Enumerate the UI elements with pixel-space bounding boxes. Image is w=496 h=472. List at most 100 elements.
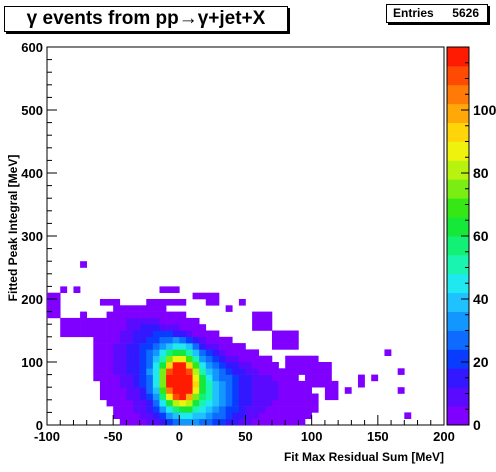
- heatmap-cell: [119, 355, 127, 363]
- heatmap-cell: [258, 412, 266, 419]
- heatmap-cell: [172, 418, 180, 426]
- stats-entries-value: 5626: [452, 6, 479, 20]
- heatmap-cell: [265, 324, 273, 331]
- heatmap-cell: [152, 349, 160, 356]
- heatmap-cell: [278, 418, 286, 426]
- heatmap-cell: [47, 299, 54, 306]
- heatmap-cell: [106, 317, 114, 325]
- y-tick-label: 400: [21, 166, 43, 181]
- heatmap-cell: [146, 406, 154, 413]
- heatmap-cell: [99, 349, 107, 356]
- heatmap-cell: [225, 406, 233, 413]
- heatmap-cell: [271, 362, 279, 369]
- heatmap-cell: [285, 406, 293, 413]
- heatmap-cell: [159, 349, 167, 356]
- heatmap-cell: [311, 362, 319, 369]
- heatmap-cell: [179, 362, 187, 369]
- heatmap-cell: [133, 311, 140, 319]
- heatmap-cell: [199, 418, 207, 426]
- heatmap-cell: [99, 299, 107, 306]
- heatmap-cell: [238, 399, 246, 407]
- heatmap-cell: [232, 374, 240, 382]
- heatmap-cell: [113, 368, 121, 375]
- heatmap-cell: [146, 343, 154, 350]
- heatmap-cell: [139, 336, 147, 344]
- heatmap-cell: [133, 330, 140, 338]
- heatmap-cell: [278, 374, 286, 382]
- palette-swatch: [447, 198, 469, 218]
- heatmap-cell: [205, 355, 213, 363]
- heatmap-cell: [126, 336, 134, 344]
- heatmap-cell: [146, 399, 154, 407]
- heatmap-cell: [133, 399, 140, 407]
- heatmap-cell: [192, 412, 200, 419]
- heatmap-cell: [219, 412, 226, 419]
- heatmap-cell: [113, 305, 121, 312]
- heatmap-cell: [159, 368, 167, 375]
- heatmap-cell: [139, 317, 147, 325]
- heatmap-cell: [126, 349, 134, 356]
- heatmap-cell: [278, 336, 286, 344]
- heatmap-cell: [159, 418, 167, 426]
- z-tick-label: 60: [473, 228, 489, 244]
- heatmap-cell: [133, 355, 140, 363]
- palette-swatch: [447, 311, 469, 331]
- heatmap-cell: [245, 374, 253, 382]
- heatmap-cell: [80, 317, 87, 325]
- heatmap-cell: [285, 418, 293, 426]
- heatmap-cell: [258, 393, 266, 401]
- heatmap-cell: [126, 399, 134, 407]
- heatmap-cell: [285, 380, 293, 388]
- heatmap-cell: [133, 374, 140, 382]
- heatmap-cell: [152, 324, 160, 331]
- heatmap-cell: [212, 362, 220, 369]
- heatmap-cell: [106, 349, 114, 356]
- heatmap-cell: [99, 324, 107, 331]
- heatmap-cell: [219, 374, 226, 382]
- heatmap-cell: [258, 317, 266, 325]
- heatmap-cell: [192, 368, 200, 375]
- heatmap-cell: [298, 362, 306, 369]
- heatmap-cell: [212, 387, 220, 394]
- heatmap-cell: [119, 343, 127, 350]
- heatmap-cell: [179, 387, 187, 394]
- heatmap-cell: [60, 317, 68, 325]
- heatmap-cell: [265, 399, 273, 407]
- heatmap-cell: [212, 299, 220, 306]
- heatmap-cell: [139, 380, 147, 388]
- heatmap-cell: [252, 393, 260, 401]
- heatmap-cell: [219, 399, 226, 407]
- heatmap-cell: [238, 362, 246, 369]
- heatmap-cell: [172, 336, 180, 344]
- heatmap-cell: [258, 374, 266, 382]
- heatmap-cell: [199, 393, 207, 401]
- palette-swatch: [447, 65, 469, 86]
- heatmap-cell: [53, 305, 61, 312]
- heatmap-cell: [318, 380, 326, 388]
- heatmap-cell: [238, 349, 246, 356]
- heatmap-cell: [172, 393, 180, 401]
- heatmap-cell: [106, 387, 114, 394]
- heatmap-cell: [212, 343, 220, 350]
- heatmap-cell: [93, 317, 101, 325]
- heatmap-cell: [265, 412, 273, 419]
- heatmap-cell: [199, 380, 207, 388]
- heatmap-cell: [185, 374, 193, 382]
- heatmap-cell: [245, 349, 253, 356]
- heatmap-cell: [225, 393, 233, 401]
- heatmap-cell: [159, 362, 167, 369]
- palette-swatch: [447, 254, 469, 275]
- heatmap-cell: [265, 387, 273, 394]
- heatmap-cell: [126, 305, 134, 312]
- heatmap-cell: [291, 374, 299, 382]
- heatmap-cell: [192, 418, 200, 426]
- heatmap-cell: [185, 387, 193, 394]
- heatmap-cell: [291, 393, 299, 401]
- heatmap-cell: [232, 412, 240, 419]
- heatmap-cell: [298, 406, 306, 413]
- heatmap-cell: [324, 368, 332, 375]
- heatmap-cell: [324, 380, 332, 388]
- heatmap-cell: [252, 399, 260, 407]
- heatmap-cell: [298, 380, 306, 388]
- heatmap-cell: [53, 299, 61, 306]
